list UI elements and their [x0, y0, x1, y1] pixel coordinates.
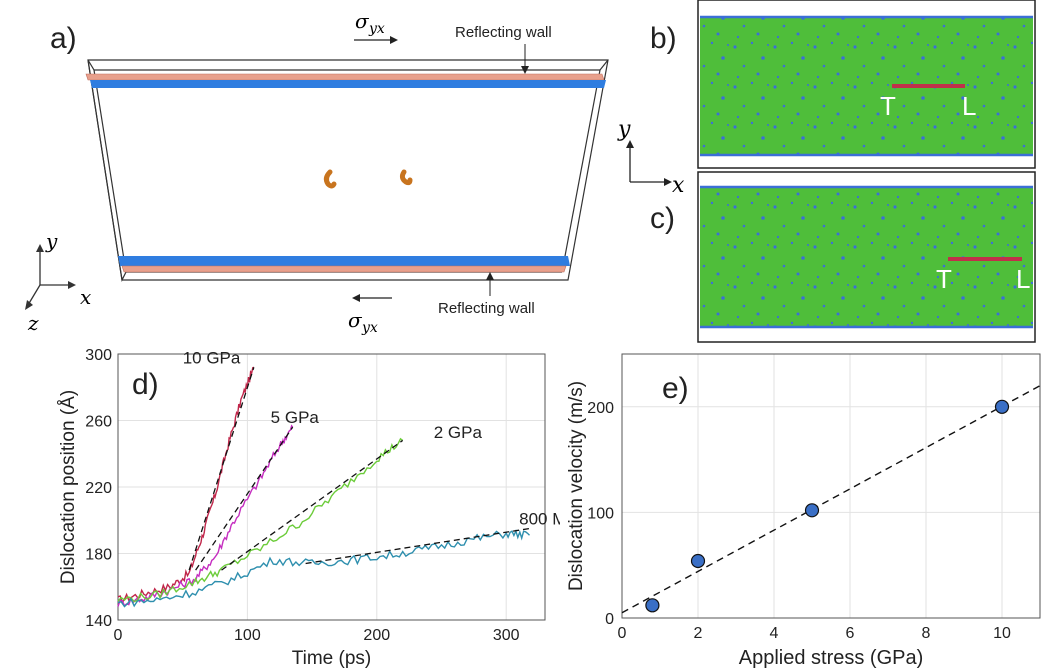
e-fit-line	[621, 385, 1041, 614]
simulation-box	[87, 59, 609, 282]
d-series-label: 800 MPa	[519, 510, 560, 529]
e-xlabel: Applied stress (GPa)	[739, 647, 924, 668]
d-series-label: 2 GPa	[434, 423, 483, 442]
e-panel-label: e)	[662, 372, 689, 405]
panel-c-label: c)	[650, 202, 675, 235]
axis-z-label: z	[27, 311, 39, 335]
d-plot-frame	[117, 353, 546, 621]
bc-axis-y-label: y	[617, 117, 631, 142]
wall-label-bottom: Reflecting wall	[438, 300, 535, 317]
stress-label-bottom: σ	[348, 308, 363, 332]
panel-b-t-marker: T	[880, 91, 896, 121]
d-ylabel: Dislocation position (Å)	[58, 390, 79, 584]
panel-c-l-marker: L	[1016, 264, 1030, 294]
d-panel-label: d)	[132, 368, 159, 401]
e-data-point	[994, 399, 1010, 414]
e-ytick-label: 200	[587, 400, 614, 417]
panel-a-label: a)	[50, 22, 77, 55]
d-ytick-label: 220	[85, 480, 112, 497]
d-series-line	[117, 366, 255, 605]
e-xtick-label: 0	[618, 625, 627, 642]
d-fit-line	[195, 426, 294, 571]
panel-c-t-marker: T	[936, 264, 952, 294]
d-fit-line	[305, 527, 530, 565]
bottom-atom-layer	[118, 256, 570, 266]
panel-b-l-marker: L	[962, 91, 976, 121]
panel-b-atoms	[700, 16, 1033, 156]
d-ytick-label: 180	[85, 547, 112, 564]
e-data-point	[804, 503, 820, 518]
d-series-line	[117, 437, 404, 603]
stress-sub-top: yx	[368, 21, 385, 37]
d-xtick-label: 100	[234, 627, 261, 644]
d-ytick-label: 140	[85, 613, 112, 630]
chart-d: 0 100 200 300 140 180 220 260 300 Time (ps) Disloc…	[58, 347, 560, 668]
e-data-point	[645, 598, 660, 613]
e-data-point	[690, 553, 706, 569]
wall-label-top: Reflecting wall	[455, 24, 552, 41]
d-fit-line	[221, 439, 404, 571]
d-fit-line	[188, 367, 255, 571]
panels-bc: b) c) T L T L y x	[617, 0, 1036, 343]
xy-axes	[629, 145, 668, 183]
axis-y-label: y	[45, 229, 58, 253]
bottom-reflecting-wall	[121, 265, 567, 273]
e-xtick-label: 10	[993, 625, 1011, 642]
axis-x-label: x	[80, 285, 91, 309]
e-xtick-label: 6	[846, 625, 855, 642]
d-ytick-label: 260	[85, 414, 112, 431]
d-xtick-label: 0	[114, 627, 123, 644]
e-plot-frame	[621, 353, 1041, 619]
dislocation-left	[323, 169, 337, 189]
d-xtick-label: 300	[493, 627, 520, 644]
xyz-axes	[27, 250, 70, 306]
stress-label-top: σ	[355, 9, 370, 33]
e-ylabel: Dislocation velocity (m/s)	[566, 381, 587, 591]
top-reflecting-wall	[85, 73, 605, 81]
e-ytick-label: 100	[587, 505, 614, 522]
e-xtick-label: 8	[922, 625, 931, 642]
d-series-line	[117, 529, 530, 608]
d-series-label: 5 GPa	[271, 408, 320, 427]
d-xtick-label: 200	[363, 627, 390, 644]
d-ytick-label: 300	[85, 347, 112, 364]
d-xlabel: Time (ps)	[292, 648, 372, 668]
stress-sub-bottom: yx	[361, 320, 378, 336]
d-series-label: 10 GPa	[183, 348, 241, 367]
dislocation-right	[399, 169, 413, 186]
e-ytick-label: 0	[605, 611, 614, 628]
top-atom-layer	[90, 80, 606, 88]
e-xtick-label: 4	[770, 625, 779, 642]
bc-axis-x-label: x	[672, 173, 685, 198]
e-xtick-label: 2	[694, 625, 703, 642]
panel-b-label: b)	[650, 22, 677, 55]
panel-a: a) σ yx Reflecting wall Reflecting wall …	[25, 9, 609, 336]
